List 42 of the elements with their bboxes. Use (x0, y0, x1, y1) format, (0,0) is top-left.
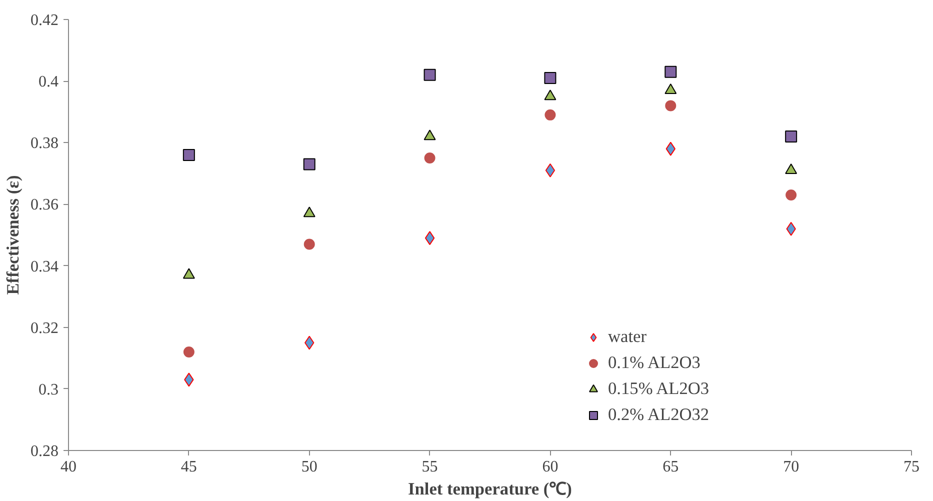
x-tick-label: 40 (60, 458, 76, 476)
point (304, 238, 315, 250)
point (664, 83, 677, 94)
point (785, 130, 798, 142)
point (544, 72, 556, 84)
point (786, 189, 797, 200)
x-tick-label: 45 (180, 458, 197, 476)
y-tick-label: 0.3 (38, 381, 58, 398)
point (424, 68, 436, 81)
x-tick-label: 60 (542, 458, 558, 476)
point (785, 164, 798, 174)
x-tick-label: 75 (904, 458, 920, 476)
x-axis-title: Inlet temperature (℃) (408, 480, 572, 498)
point (183, 346, 194, 358)
y-tick-label: 0.28 (30, 443, 58, 460)
point (424, 152, 436, 164)
legend-label: 0.2% AL2O32 (608, 405, 710, 425)
point (182, 268, 195, 279)
point (544, 90, 556, 100)
x-tick-label: 65 (662, 458, 679, 476)
point (303, 158, 316, 170)
y-tick-label: 0.32 (30, 320, 58, 337)
x-tick-label: 55 (422, 458, 438, 476)
point (424, 231, 435, 246)
y-tick-label: 0.4 (38, 74, 58, 91)
legend-label: water (608, 327, 646, 347)
point (664, 66, 677, 78)
y-tick-label: 0.38 (30, 135, 58, 152)
y-axis-title: Effectiveness (ε) (4, 175, 22, 295)
legend-label: 0.15% AL2O3 (608, 379, 710, 399)
point (545, 163, 556, 178)
x-tick-label: 50 (301, 458, 318, 476)
y-tick-label: 0.36 (30, 196, 58, 214)
point (303, 206, 316, 218)
legend-label: 0.1% AL2O3 (608, 353, 700, 373)
y-tick-label: 0.42 (30, 12, 58, 29)
point (665, 100, 676, 112)
point (424, 130, 436, 140)
point (182, 148, 195, 161)
y-tick-label: 0.34 (30, 258, 58, 276)
point (544, 109, 556, 120)
x-tick-label: 70 (783, 458, 800, 476)
